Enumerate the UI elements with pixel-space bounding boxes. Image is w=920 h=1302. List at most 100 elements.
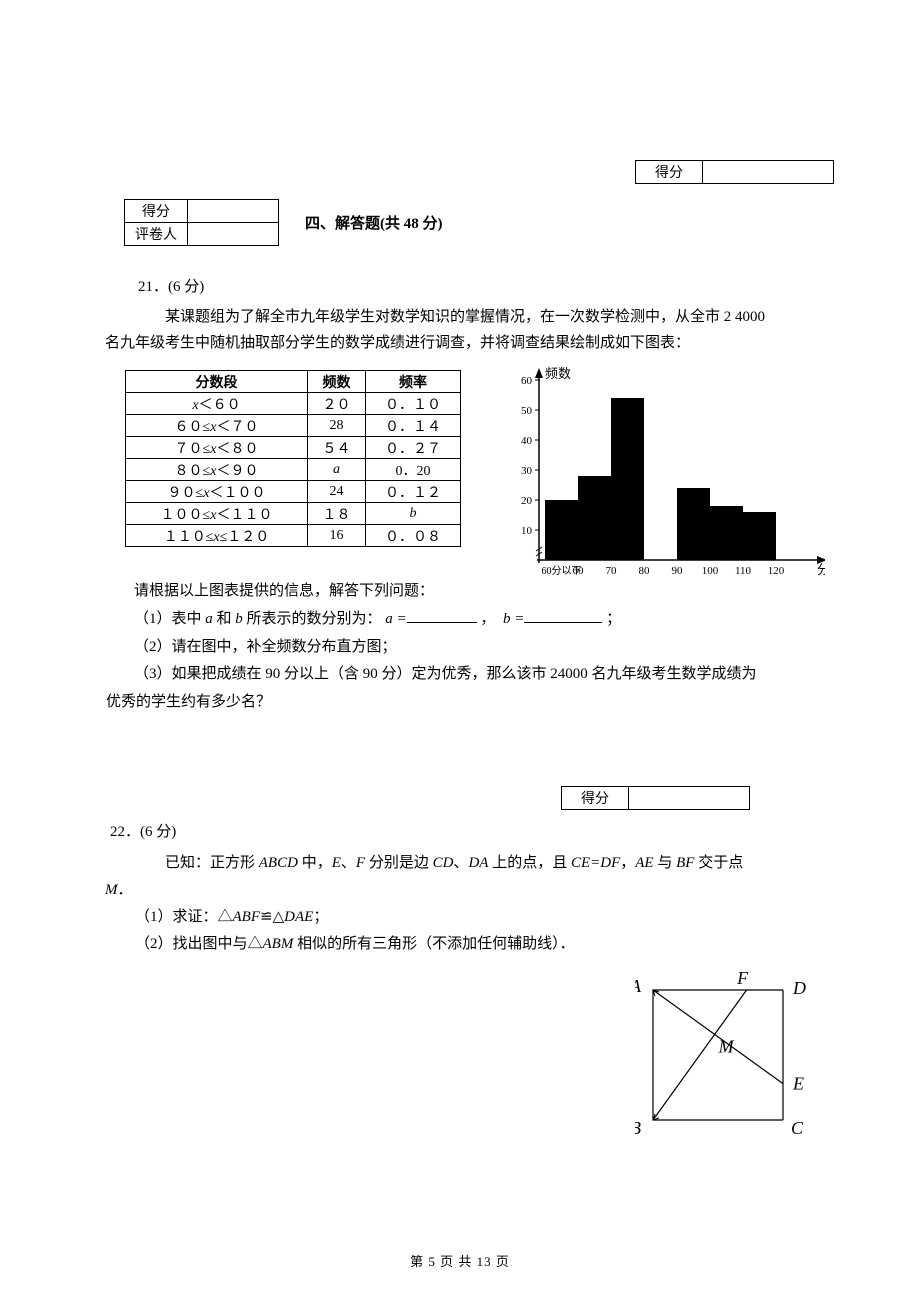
q22-sub1: （1）求证：△ABF≌△DAE； xyxy=(105,904,328,931)
q22-DA: DA xyxy=(468,855,488,871)
table-cell: a xyxy=(308,459,366,481)
table-cell: ０．１４ xyxy=(366,415,461,437)
grader-value xyxy=(188,223,279,246)
svg-text:110: 110 xyxy=(735,565,752,577)
svg-text:100: 100 xyxy=(702,565,719,577)
score-box-left: 得分 评卷人 xyxy=(124,199,279,246)
q22-s1a: （1）求证：△ xyxy=(135,909,233,925)
frequency-table: 分数段 频数 频率 x＜６０２００．１０６０≤x＜７０28０．１４７０≤x＜８０… xyxy=(125,370,461,547)
table-cell: 28 xyxy=(308,415,366,437)
q22-E: E xyxy=(332,855,341,871)
score-22-value xyxy=(629,787,750,810)
page-footer: 第 5 页 共 13 页 xyxy=(0,1251,920,1270)
q22-F: F xyxy=(356,855,365,871)
q21-sub1-b: b = xyxy=(503,611,524,627)
svg-text:分数: 分数 xyxy=(817,562,825,577)
q22-CEDF: CE=DF xyxy=(571,855,620,871)
table-cell: 24 xyxy=(308,481,366,503)
grader-label: 评卷人 xyxy=(125,223,188,246)
th-freq: 频数 xyxy=(308,371,366,393)
q21-sub1-semi: ； xyxy=(606,611,621,627)
score-left-value xyxy=(188,200,279,223)
table-cell: 16 xyxy=(308,525,366,547)
table-cell: ２０ xyxy=(308,393,366,415)
score-box-q22: 得分 xyxy=(561,786,750,810)
table-cell: ０．１０ xyxy=(366,393,461,415)
table-cell: ０．１２ xyxy=(366,481,461,503)
geometry-figure: ADCBFEM xyxy=(635,972,835,1152)
q21-sub1-a: a = xyxy=(385,611,406,627)
table-row: ７０≤x＜８０５４０．２７ xyxy=(126,437,461,459)
table-cell: ９０≤x＜１００ xyxy=(126,481,308,503)
svg-text:80: 80 xyxy=(639,565,651,577)
q22-l1i: 交于点 xyxy=(694,855,743,871)
q21-sub1-mid2: 所表示的数分别为： xyxy=(243,611,382,627)
svg-text:B: B xyxy=(635,1118,641,1138)
q21-sub3a: （3）如果把成绩在 90 分以上（含 90 分）定为优秀，那么该市 24000 … xyxy=(134,666,757,682)
q22-line1: 已知：正方形 ABCD 中，E、F 分别是边 CD、DA 上的点，且 CE=DF… xyxy=(105,850,743,877)
table-cell: １００≤x＜１１０ xyxy=(126,503,308,525)
svg-text:60: 60 xyxy=(521,375,533,387)
geometry-svg: ADCBFEM xyxy=(635,972,835,1152)
svg-text:20: 20 xyxy=(521,495,533,507)
svg-text:70: 70 xyxy=(606,565,618,577)
q22-M: M xyxy=(105,882,118,898)
q22-AE: AE xyxy=(635,855,653,871)
score-left-label: 得分 xyxy=(125,200,188,223)
table-cell: b xyxy=(366,503,461,525)
table-cell: １８ xyxy=(308,503,366,525)
svg-text:90: 90 xyxy=(672,565,684,577)
q21-var-a: a xyxy=(205,611,213,627)
q21-intro: 某课题组为了解全市九年级学生对数学知识的掌握情况，在一次数学检测中，从全市 2 … xyxy=(105,304,825,357)
svg-text:M: M xyxy=(718,1036,735,1056)
svg-text:D: D xyxy=(792,978,806,998)
blank-a xyxy=(407,607,477,623)
q21-var-b: b xyxy=(235,611,243,627)
q22-number: 22．(6 分) xyxy=(110,820,176,841)
q22-l1b: 中， xyxy=(298,855,332,871)
table-cell: ５４ xyxy=(308,437,366,459)
q21-sub2: （2）请在图中，补全频数分布直方图； xyxy=(134,639,397,655)
svg-text:50: 50 xyxy=(521,405,533,417)
q21-sub1-comma: ， xyxy=(480,611,495,627)
table-row: ６０≤x＜７０28０．１４ xyxy=(126,415,461,437)
table-cell: ７０≤x＜８０ xyxy=(126,437,308,459)
q21-sub1-prefix: （1）表中 xyxy=(134,611,205,627)
q22-ABF: ABF xyxy=(233,909,261,925)
svg-text:C: C xyxy=(791,1118,804,1138)
q21-intro-line1: 某课题组为了解全市九年级学生对数学知识的掌握情况，在一次数学检测中，从全市 2 … xyxy=(105,304,765,330)
table-row: １００≤x＜１１０１８b xyxy=(126,503,461,525)
q22-sub2: （2）找出图中与△ABM 相似的所有三角形（不添加任何辅助线）． xyxy=(105,931,575,958)
q22-s2a: （2）找出图中与△ xyxy=(135,936,263,952)
table-header-row: 分数段 频数 频率 xyxy=(126,371,461,393)
q22-l1d: 分别是边 xyxy=(365,855,433,871)
table-row: ８０≤x＜９０a0．20 xyxy=(126,459,461,481)
svg-text:10: 10 xyxy=(521,525,533,537)
q22-l1f2: 上的点，且 xyxy=(488,855,571,871)
q22-line2: M． xyxy=(105,882,133,898)
svg-text:A: A xyxy=(635,976,642,996)
q22-l1h: 与 xyxy=(654,855,677,871)
q21-number: 21．(6 分) xyxy=(138,275,204,296)
table-cell: １１０≤x≤１２０ xyxy=(126,525,308,547)
q22-ABM: ABM xyxy=(263,936,294,952)
table-row: ９０≤x＜１００24０．１２ xyxy=(126,481,461,503)
svg-text:F: F xyxy=(736,972,749,988)
q21-sub1-mid1: 和 xyxy=(213,611,236,627)
svg-text:40: 40 xyxy=(521,435,533,447)
q21-sub3b: 优秀的学生约有多少名？ xyxy=(106,694,271,710)
table-row: x＜６０２００．１０ xyxy=(126,393,461,415)
table-cell: ８０≤x＜９０ xyxy=(126,459,308,481)
q22-l1g: ， xyxy=(620,855,635,871)
q22-body: 已知：正方形 ABCD 中，E、F 分别是边 CD、DA 上的点，且 CE=DF… xyxy=(105,850,825,958)
blank-b xyxy=(524,607,602,623)
q22-tri: △ xyxy=(273,909,285,925)
table-cell: x＜６０ xyxy=(126,393,308,415)
q21-sub1: （1）表中 a 和 b 所表示的数分别为： a = ， b = ； xyxy=(134,611,621,627)
q22-l2dot: ． xyxy=(118,882,133,898)
q21-after-intro: 请根据以上图表提供的信息，解答下列问题： xyxy=(134,583,434,599)
histogram-chart: 102030405060频数60分以下60708090100110120分数 xyxy=(505,366,825,596)
q22-BF: BF xyxy=(676,855,694,871)
svg-text:30: 30 xyxy=(521,465,533,477)
q22-cong: ≌ xyxy=(260,909,273,925)
